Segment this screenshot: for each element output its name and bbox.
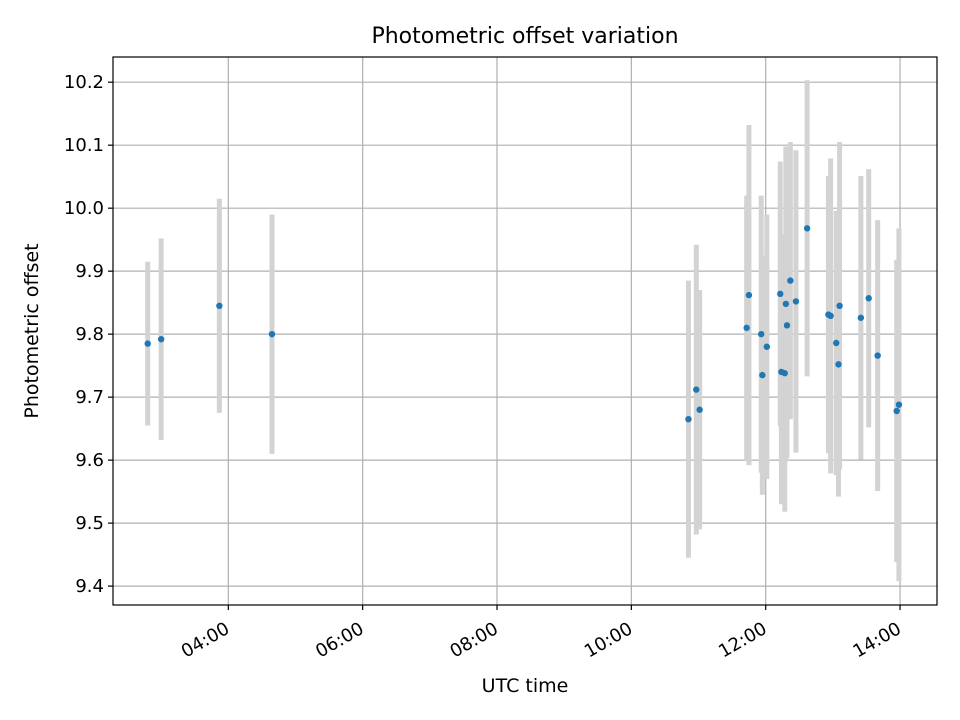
data-point xyxy=(836,302,843,310)
y-tick-label: 9.7 xyxy=(75,387,104,408)
x-tick-label: 10:00 xyxy=(581,618,636,662)
y-tick-label: 9.6 xyxy=(75,450,104,471)
error-bars xyxy=(145,80,902,582)
data-point xyxy=(893,407,900,415)
data-point xyxy=(783,322,791,329)
x-axis-ticks: 04:00 06:00 08:00 10:00 12:00 14:00 xyxy=(178,605,905,662)
y-tick-label: 10.1 xyxy=(64,135,104,156)
data-point xyxy=(268,330,276,338)
x-axis-label: UTC time xyxy=(482,675,569,697)
data-point xyxy=(758,330,765,338)
data-point xyxy=(787,277,794,284)
data-point xyxy=(792,298,800,305)
data-point xyxy=(759,371,766,379)
data-point xyxy=(803,225,811,232)
y-axis-ticks: 9.4 9.5 9.6 9.7 9.8 9.9 10.0 10.1 10.2 xyxy=(64,72,113,597)
data-point xyxy=(781,370,788,377)
data-point xyxy=(874,352,881,359)
data-points xyxy=(144,225,903,423)
data-point xyxy=(835,361,842,368)
y-tick-label: 9.5 xyxy=(75,513,104,534)
data-point xyxy=(763,343,771,350)
y-tick-label: 10.0 xyxy=(64,198,104,219)
data-point xyxy=(827,312,834,320)
data-point xyxy=(777,290,784,298)
x-tick-label: 04:00 xyxy=(178,618,233,662)
x-tick-label: 06:00 xyxy=(312,618,367,662)
data-point xyxy=(857,314,865,321)
y-tick-label: 9.4 xyxy=(75,576,104,597)
y-tick-label: 9.8 xyxy=(75,324,104,345)
data-point xyxy=(157,335,165,343)
y-axis-label: Photometric offset xyxy=(21,243,43,418)
data-point xyxy=(216,302,223,310)
data-point xyxy=(865,295,872,302)
data-point xyxy=(693,386,700,393)
x-tick-label: 12:00 xyxy=(715,618,770,662)
data-point xyxy=(782,300,790,308)
data-point xyxy=(745,291,753,299)
x-tick-label: 14:00 xyxy=(850,618,905,662)
y-tick-label: 10.2 xyxy=(64,72,104,93)
data-point xyxy=(895,401,903,408)
plot-frame xyxy=(112,56,938,606)
data-point xyxy=(743,324,750,332)
y-tick-label: 9.9 xyxy=(75,261,104,282)
data-point xyxy=(833,339,840,347)
chart-title: Photometric offset variation xyxy=(371,24,678,49)
x-tick-label: 08:00 xyxy=(446,618,501,662)
data-point xyxy=(144,340,151,347)
grid-lines xyxy=(113,57,937,605)
data-point xyxy=(685,415,692,423)
data-point xyxy=(696,406,703,413)
